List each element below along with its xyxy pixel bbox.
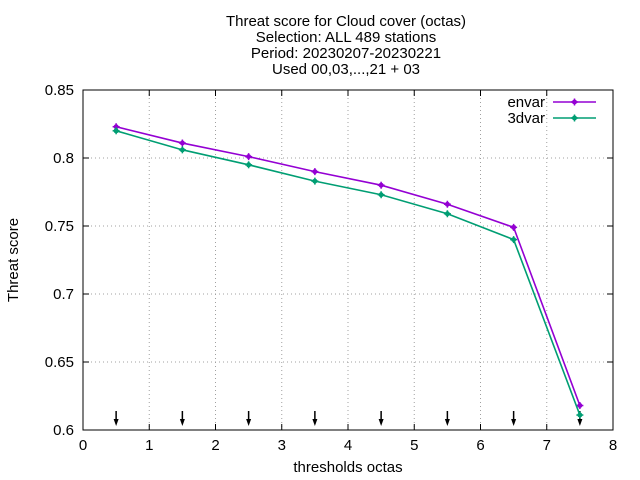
- data-point-3dvar-dot: [444, 211, 450, 217]
- data-point-envar-dot: [444, 201, 450, 207]
- data-point-envar-dot: [312, 169, 318, 175]
- threshold-arrow-head: [113, 419, 119, 426]
- chart-title: Threat score for Cloud cover (octas) Sel…: [226, 13, 466, 78]
- data-point-3dvar: [510, 236, 518, 244]
- y-tick-label: 0.85: [45, 82, 74, 99]
- data-point-3dvar-dot: [511, 237, 517, 243]
- data-point-3dvar-dot: [179, 147, 185, 153]
- series-line-3dvar: [115, 130, 581, 416]
- data-point-envar-dot: [577, 403, 583, 409]
- x-tick-label: 4: [344, 437, 352, 454]
- y-axis-label: Threat score: [5, 218, 22, 302]
- data-point-envar-dot: [246, 154, 252, 160]
- data-point-3dvar: [377, 191, 385, 199]
- data-point-3dvar-dot: [577, 412, 583, 418]
- threshold-arrow-head: [378, 419, 384, 426]
- x-tick-label: 7: [543, 437, 551, 454]
- data-point-3dvar: [178, 146, 186, 154]
- title-line-4: Used 00,03,...,21 + 03: [272, 61, 420, 78]
- data-point-envar: [576, 402, 584, 410]
- data-point-envar: [311, 168, 319, 176]
- data-point-3dvar-dot: [113, 128, 119, 134]
- threshold-arrow-head: [444, 419, 450, 426]
- series-line-envar: [115, 125, 581, 406]
- title-line-3: Period: 20230207-20230221: [251, 45, 441, 62]
- title-line-1: Threat score for Cloud cover (octas): [226, 13, 466, 30]
- x-tick-label: 5: [410, 437, 418, 454]
- data-point-3dvar: [576, 411, 584, 419]
- data-point-3dvar: [245, 161, 253, 169]
- y-tick-label: 0.8: [53, 150, 74, 167]
- x-tick-label: 0: [79, 437, 87, 454]
- data-point-envar: [510, 223, 518, 231]
- x-tick-label: 6: [476, 437, 484, 454]
- grid: [83, 90, 613, 430]
- threshold-arrow-head: [179, 419, 185, 426]
- legend-marker-envar-dot: [572, 99, 577, 105]
- legend-label-3dvar: 3dvar: [507, 110, 545, 127]
- threshold-arrows: [113, 411, 583, 426]
- data-point-envar: [443, 200, 451, 208]
- data-point-envar-dot: [378, 182, 384, 188]
- threshold-arrow-head: [246, 419, 252, 426]
- data-point-3dvar: [112, 127, 120, 135]
- series: [112, 123, 584, 419]
- y-tick-label: 0.75: [45, 218, 74, 235]
- data-point-envar-dot: [511, 224, 517, 230]
- y-tick-label: 0.65: [45, 354, 74, 371]
- data-point-3dvar: [443, 210, 451, 218]
- data-point-envar-dot: [179, 140, 185, 146]
- legend-marker-3dvar-dot: [572, 115, 577, 121]
- x-tick-label: 1: [145, 437, 153, 454]
- legend-marker-3dvar: [571, 114, 578, 122]
- data-point-envar-dot: [113, 124, 119, 130]
- x-tick-label: 2: [211, 437, 219, 454]
- y-tick-label: 0.7: [53, 286, 74, 303]
- x-axis-label: thresholds octas: [293, 459, 402, 476]
- data-point-envar: [377, 181, 385, 189]
- data-point-envar: [245, 153, 253, 161]
- x-tick-label: 3: [278, 437, 286, 454]
- legend-marker-envar: [571, 98, 578, 106]
- data-point-envar: [178, 139, 186, 147]
- threshold-arrow-head: [511, 419, 517, 426]
- x-tick-label: 8: [609, 437, 617, 454]
- data-point-3dvar: [311, 177, 319, 185]
- y-tick-label: 0.6: [53, 422, 74, 439]
- data-point-3dvar-dot: [246, 162, 252, 168]
- axis-ticks: 0 1 2 3 4 5 6 7 8 0.6 0.65 0.7 0.75 0.8 0.85: [45, 82, 617, 454]
- data-point-3dvar-dot: [312, 178, 318, 184]
- threshold-arrow-head: [312, 419, 318, 426]
- legend-label-envar: envar: [507, 94, 545, 111]
- threshold-arrow-head: [577, 419, 583, 426]
- title-line-2: Selection: ALL 489 stations: [256, 29, 436, 46]
- data-point-3dvar-dot: [378, 192, 384, 198]
